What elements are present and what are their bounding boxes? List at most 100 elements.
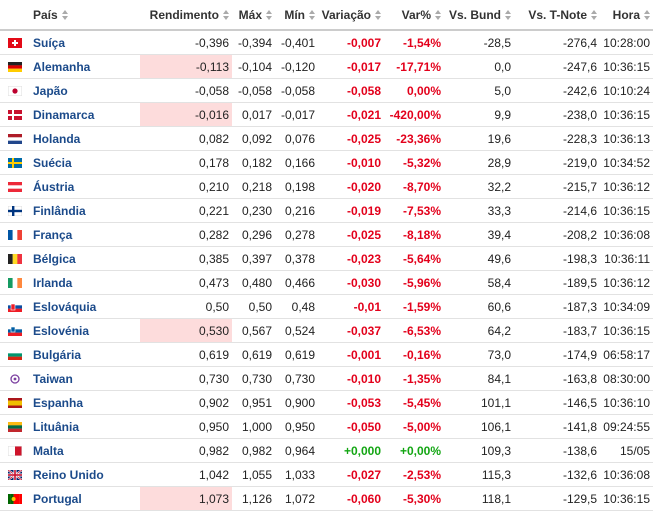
high: -0,394 <box>237 35 272 50</box>
yield-cell: 0,950 <box>140 414 232 439</box>
country-name[interactable]: Reino Unido <box>33 467 104 482</box>
country-name[interactable]: Lituânia <box>33 419 80 434</box>
country-name[interactable]: Japão <box>33 83 68 98</box>
change-pct: -1,54% <box>402 35 441 50</box>
flag-cell <box>0 462 30 487</box>
change-pct: -5,30% <box>402 491 441 506</box>
country-name-cell: Alemanha <box>30 54 140 79</box>
change-cell: -0,058 <box>318 78 384 103</box>
country-name[interactable]: Irlanda <box>33 275 73 290</box>
column-header[interactable]: Variação <box>318 0 384 31</box>
sort-icon <box>591 10 597 21</box>
time: 10:36:15 <box>603 491 650 506</box>
country-name[interactable]: França <box>33 227 73 242</box>
time-cell: 10:36:08 <box>600 462 653 487</box>
time-cell: 10:36:15 <box>600 486 653 511</box>
high: 0,397 <box>241 251 272 266</box>
table-body: Suíça -0,396 -0,394 -0,401 -0,007 -1,54% -28,5… <box>0 30 653 511</box>
vs-tnote: -198,3 <box>562 251 597 266</box>
flag-cell <box>0 30 30 55</box>
vs-bund: -28,5 <box>483 35 511 50</box>
low-cell: 0,378 <box>275 246 318 271</box>
yield-cell: 0,210 <box>140 174 232 199</box>
table-row: Japão -0,058 -0,058 -0,058 -0,058 0,00% 5,0 -24… <box>0 78 653 103</box>
vs-bund: 109,3 <box>480 443 511 458</box>
change: +0,000 <box>343 443 381 458</box>
time-cell: 10:36:11 <box>600 246 653 271</box>
yield-cell: -0,113 <box>140 54 232 79</box>
country-name[interactable]: Holanda <box>33 131 81 146</box>
flag <box>8 278 23 289</box>
vs-bund: 33,3 <box>487 203 511 218</box>
country-name[interactable]: Bulgária <box>33 347 82 362</box>
time-cell: 15/05 <box>600 438 653 463</box>
yield: -0,396 <box>194 35 229 50</box>
country-name[interactable]: Malta <box>33 443 64 458</box>
country-name-cell: Espanha <box>30 390 140 415</box>
time: 08:30:00 <box>603 371 650 386</box>
country-name[interactable]: Áustria <box>33 179 75 194</box>
high-cell: -0,104 <box>232 54 275 79</box>
flag <box>8 62 22 73</box>
header-label: Vs. T-Note <box>528 7 587 22</box>
country-name[interactable]: Suécia <box>33 155 72 170</box>
yield-cell: 0,082 <box>140 126 232 151</box>
change-pct-cell: -23,36% <box>384 126 444 151</box>
low: 0,076 <box>284 131 315 146</box>
column-header[interactable]: Rendimento <box>140 0 232 31</box>
time: 15/05 <box>619 443 650 458</box>
country-name[interactable]: Portugal <box>33 491 82 506</box>
high-cell: 0,619 <box>232 342 275 367</box>
vs-tnote-cell: -141,8 <box>514 414 600 439</box>
yield: -0,113 <box>195 59 229 74</box>
vs-tnote-cell: -219,0 <box>514 150 600 175</box>
vs-tnote-cell: -214,6 <box>514 198 600 223</box>
change-cell: -0,060 <box>318 486 384 511</box>
column-header[interactable]: Máx <box>232 0 275 31</box>
country-name[interactable]: Dinamarca <box>33 107 95 122</box>
column-header[interactable]: País <box>30 0 140 31</box>
high: 0,567 <box>241 323 272 338</box>
column-header[interactable]: Var% <box>384 0 444 31</box>
time-cell: 08:30:00 <box>600 366 653 391</box>
column-header[interactable]: Vs. Bund <box>444 0 514 31</box>
vs-bund-cell: 28,9 <box>444 150 514 175</box>
column-header[interactable]: Mín <box>275 0 318 31</box>
country-name[interactable]: Eslováquia <box>33 299 97 314</box>
change-pct: -1,35% <box>402 371 441 386</box>
yield-cell: 0,385 <box>140 246 232 271</box>
country-name-cell: Reino Unido <box>30 462 140 487</box>
header-label: Rendimento <box>149 7 219 22</box>
yield-cell: -0,396 <box>140 30 232 55</box>
time: 10:36:08 <box>603 227 650 242</box>
vs-bund-cell: 60,6 <box>444 294 514 319</box>
country-name[interactable]: Alemanha <box>33 59 91 74</box>
low-cell: 0,48 <box>275 294 318 319</box>
country-name[interactable]: Bélgica <box>33 251 76 266</box>
header-label: Máx <box>238 7 262 22</box>
change-pct-cell: 0,00% <box>384 78 444 103</box>
country-name[interactable]: Eslovénia <box>33 323 90 338</box>
high-cell: 0,230 <box>232 198 275 223</box>
vs-bund: 64,2 <box>487 323 511 338</box>
country-name[interactable]: Suíça <box>33 35 66 50</box>
country-name[interactable]: Taiwan <box>33 371 73 386</box>
header-label: Hora <box>612 7 640 22</box>
flag <box>7 205 23 217</box>
change-pct-cell: -8,70% <box>384 174 444 199</box>
time: 10:36:15 <box>603 203 650 218</box>
flag-cell <box>0 150 30 175</box>
yield-cell: 0,473 <box>140 270 232 295</box>
high: 1,055 <box>241 467 272 482</box>
yield-cell: -0,016 <box>140 102 232 127</box>
high: 0,730 <box>241 371 272 386</box>
vs-tnote-cell: -174,9 <box>514 342 600 367</box>
yield-cell: 0,178 <box>140 150 232 175</box>
country-name[interactable]: Espanha <box>33 395 84 410</box>
flag-cell <box>0 174 30 199</box>
change-pct: -5,00% <box>402 419 441 434</box>
country-name[interactable]: Finlândia <box>33 203 86 218</box>
vs-tnote-cell: -189,5 <box>514 270 600 295</box>
column-header[interactable]: Vs. T-Note <box>514 0 600 31</box>
column-header[interactable]: Hora <box>600 0 653 31</box>
